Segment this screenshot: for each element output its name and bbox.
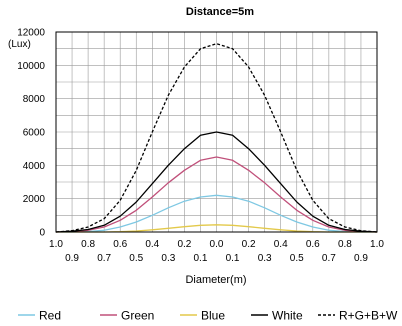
x-tick-label-bottom: 0.5: [129, 253, 143, 264]
x-tick-label-top: 0.2: [242, 239, 256, 250]
x-tick-label-bottom: 0.9: [65, 253, 79, 264]
legend-label: Green: [121, 309, 154, 323]
chart-title: Distance=5m: [186, 6, 254, 18]
x-tick-label-top: 0.2: [177, 239, 191, 250]
x-tick-label-bottom: 0.7: [322, 253, 336, 264]
legend-label: Red: [39, 309, 61, 323]
x-tick-label-bottom: 0.5: [290, 253, 304, 264]
y-tick-label: 12000: [17, 28, 45, 39]
y-tick-label: 6000: [23, 128, 46, 139]
x-tick-labels: 1.0 0.8 0.6 0.4 0.2 0.0 0.2 0.4 0.6 0.8 1.00.9 0.7 0…: [49, 239, 384, 264]
x-tick-label-bottom: 0.3: [161, 253, 175, 264]
legend: Red Green Blue White R+G+B+W: [18, 309, 398, 323]
x-tick-label-top: 0.8: [338, 239, 352, 250]
y-tick-label: 10000: [17, 61, 45, 72]
x-tick-label-top: 0.0: [210, 239, 224, 250]
y-tick-label: 0: [39, 228, 45, 239]
x-tick-label-top: 0.4: [145, 239, 159, 250]
x-tick-label-top: 1.0: [370, 239, 384, 250]
x-tick-label-top: 0.6: [306, 239, 320, 250]
y-tick-label: 4000: [23, 161, 46, 172]
series-line-green: [55, 156, 378, 233]
y-axis-label: (Lux): [8, 39, 31, 50]
legend-label: R+G+B+W: [339, 309, 398, 323]
x-tick-label-bottom: 0.1: [193, 253, 207, 264]
series-line-white: [55, 131, 378, 233]
series-line-red: [56, 194, 377, 233]
x-tick-label-top: 1.0: [49, 239, 63, 250]
x-tick-label-top: 0.6: [113, 239, 127, 250]
x-tick-label-top: 0.8: [81, 239, 95, 250]
x-tick-label-bottom: 0.1: [226, 253, 240, 264]
y-tick-label: 8000: [23, 94, 46, 105]
x-tick-label-top: 0.4: [274, 239, 288, 250]
y-tick-label: 2000: [23, 194, 46, 205]
plot-frame: [55, 31, 378, 233]
x-tick-label-bottom: 0.7: [97, 253, 111, 264]
x-tick-label-bottom: 0.3: [258, 253, 272, 264]
y-tick-labels: 0 2000 4000 6000 8000 10000 12000: [17, 28, 45, 239]
legend-label: White: [272, 309, 303, 323]
x-axis-label: Diameter(m): [185, 274, 246, 286]
legend-label: Blue: [201, 309, 225, 323]
x-tick-label-bottom: 0.9: [354, 253, 368, 264]
